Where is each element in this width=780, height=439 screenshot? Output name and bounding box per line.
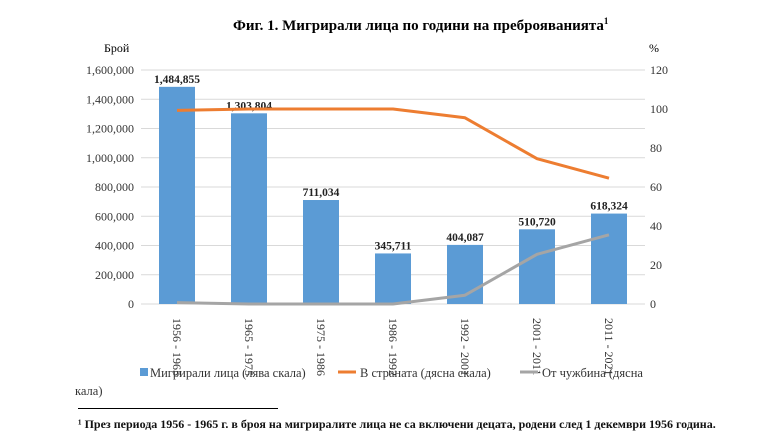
bar xyxy=(231,113,267,304)
data-label: 404,087 xyxy=(446,232,484,244)
y-tick-label: 200,000 xyxy=(95,268,134,282)
y-tick-label: 1,600,000 xyxy=(86,63,134,77)
y-tick-label: 600,000 xyxy=(95,209,134,223)
bar xyxy=(519,229,555,304)
y-tick-label: 1,400,000 xyxy=(86,92,134,106)
y-tick-label: 1,000,000 xyxy=(86,151,134,165)
data-label: 510,720 xyxy=(518,216,556,228)
legend-label: От чужбина (дясна xyxy=(542,366,643,380)
y-tick-label: 0 xyxy=(128,297,134,311)
y2-tick-label: 120 xyxy=(650,63,668,77)
data-label: 711,034 xyxy=(303,187,340,199)
data-label: 618,324 xyxy=(590,201,628,213)
legend-label-continued: кала) xyxy=(75,384,103,398)
footnote: ¹ През периода 1956 - 1965 г. в броя на … xyxy=(78,417,716,431)
bar xyxy=(303,200,339,304)
y2-tick-label: 20 xyxy=(650,258,662,272)
y-tick-label: 400,000 xyxy=(95,239,134,253)
x-tick-label: 1975 - 1986 xyxy=(314,318,328,376)
legend-label: В страната (дясна скала) xyxy=(360,366,491,380)
y-axis-label: Брой xyxy=(104,41,130,55)
x-tick-label: 2011 - 2021 xyxy=(602,318,616,376)
chart-title: Фиг. 1. Мигрирали лица по години на преб… xyxy=(233,16,609,34)
line-domestic xyxy=(176,107,610,180)
y-tick-label: 1,200,000 xyxy=(86,122,134,136)
bar xyxy=(591,213,627,304)
y2-axis-label: % xyxy=(649,41,659,55)
y2-tick-label: 0 xyxy=(650,297,656,311)
x-tick-label: 1992 - 2001 xyxy=(458,318,472,376)
y2-tick-label: 100 xyxy=(650,102,668,116)
x-tick-label: 1965 - 1975 xyxy=(242,318,256,376)
x-tick-label: 1956 - 1965 xyxy=(170,318,184,376)
y2-tick-label: 80 xyxy=(650,141,662,155)
y2-tick-label: 40 xyxy=(650,219,662,233)
y2-tick-label: 60 xyxy=(650,180,662,194)
x-tick-label: 1986 - 1992 xyxy=(386,318,400,376)
line-abroad xyxy=(176,233,610,306)
bar xyxy=(375,253,411,304)
footnote-separator xyxy=(78,408,278,409)
legend-swatch xyxy=(140,368,148,376)
chart: Фиг. 1. Мигрирали лица по години на преб… xyxy=(75,16,668,398)
legend-label: Мигрирали лица (лява скала) xyxy=(150,366,306,380)
data-label: 1,484,855 xyxy=(154,74,200,86)
y-tick-label: 800,000 xyxy=(95,180,134,194)
bar xyxy=(159,86,195,304)
data-label: 345,711 xyxy=(375,240,412,252)
x-tick-label: 2001 - 2011 xyxy=(530,318,544,376)
